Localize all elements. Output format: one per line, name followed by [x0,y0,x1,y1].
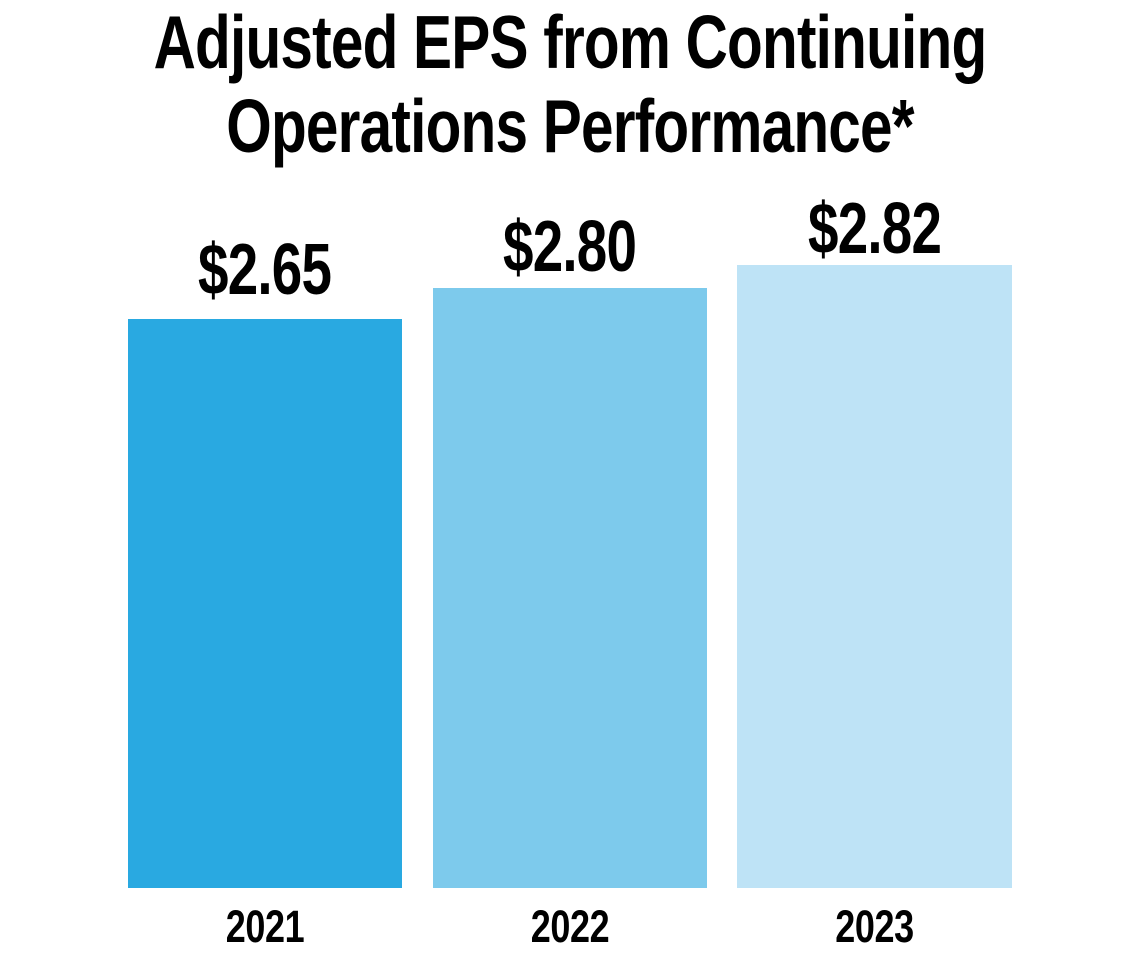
bar-2021 [128,319,402,888]
value-label-2021: $2.65 [198,230,332,310]
x-tick-label-2022: 2022 [530,901,610,952]
bar-group-2023: $2.82 2023 [737,189,1012,949]
bar-group-2022: $2.80 2022 [433,207,707,949]
value-label-2023: $2.82 [807,189,942,269]
chart-title: Adjusted EPS from Continuing Operations P… [125,0,1014,168]
x-tick-label-2023: 2023 [835,901,914,952]
value-label-2022: $2.80 [503,207,637,287]
chart-title-line-2: Operations Performance* [226,84,914,168]
bar-group-2021: $2.65 2021 [128,230,402,949]
bar-2023 [737,265,1012,888]
chart-title-line-1: Adjusted EPS from Continuing [153,0,988,84]
x-tick-label-2021: 2021 [225,901,305,952]
bar-2022 [433,288,707,888]
